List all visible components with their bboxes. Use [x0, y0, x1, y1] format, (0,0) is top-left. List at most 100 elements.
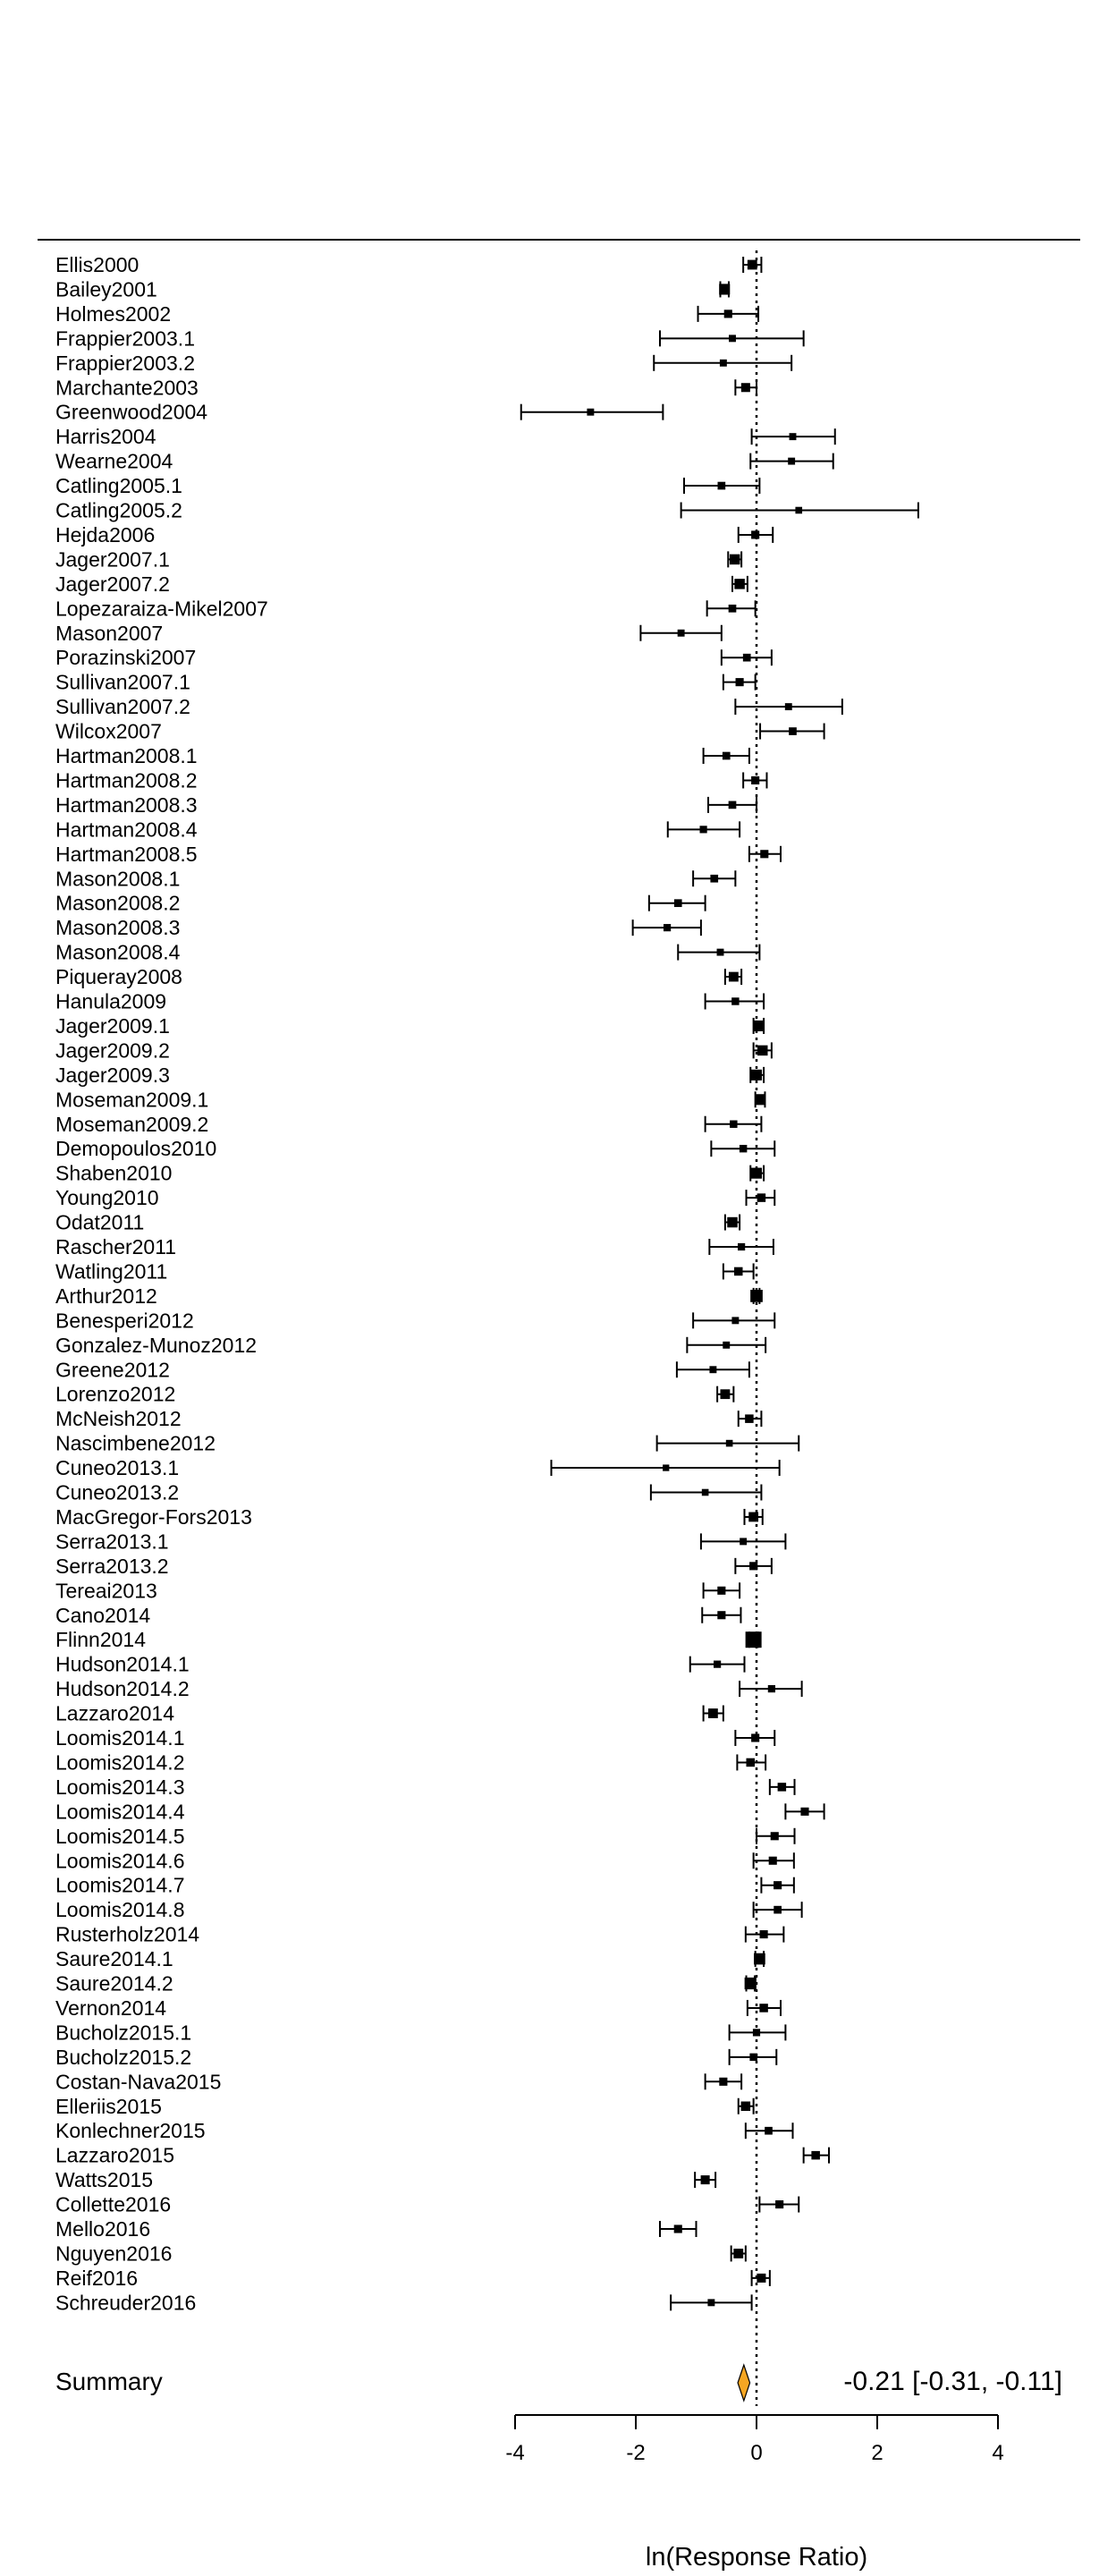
study-label: Flinn2014 [55, 1628, 146, 1651]
study-ci [744, 1926, 785, 1943]
study-label: Loomis2014.7 [55, 1874, 185, 1897]
study-ci [701, 1606, 742, 1623]
study-ci [702, 748, 750, 764]
study-ci [750, 2269, 771, 2286]
study-ci [749, 1066, 765, 1083]
point-estimate [751, 530, 760, 539]
study-ci [760, 1877, 795, 1894]
study-label: Marchante2003 [55, 376, 199, 399]
point-estimate [673, 899, 682, 908]
study-ci [750, 428, 836, 445]
point-estimate [725, 1439, 733, 1447]
study-label: Schreuder2016 [55, 2291, 196, 2314]
study-ci [727, 551, 743, 568]
study-label: Saure2014.2 [55, 1972, 173, 1996]
study-label: Mason2007 [55, 622, 163, 645]
study-ci [697, 305, 760, 322]
point-estimate [727, 1216, 738, 1228]
point-estimate [677, 629, 685, 637]
study-ci [734, 699, 843, 716]
study-ci [670, 2294, 753, 2311]
study-ci [742, 257, 763, 273]
point-estimate [664, 924, 672, 932]
study-ci [768, 1778, 796, 1795]
study-label: Cuneo2013.2 [55, 1481, 179, 1504]
study-label: Loomis2014.8 [55, 1898, 185, 1921]
x-tick-label: -2 [626, 2441, 645, 2465]
study-label: Reif2016 [55, 2267, 138, 2290]
study-label: Ellis2000 [55, 253, 139, 276]
point-estimate [717, 1611, 726, 1620]
point-estimate [729, 554, 740, 565]
study-ci [756, 1827, 796, 1844]
study-label: Cano2014 [55, 1604, 150, 1627]
x-tick-label: -4 [505, 2441, 524, 2465]
point-estimate [740, 1538, 748, 1546]
study-label: Frappier2003.2 [55, 352, 195, 375]
study-label: Lazzaro2014 [55, 1702, 174, 1725]
study-label: Hanula2009 [55, 990, 166, 1013]
study-label: Jager2009.1 [55, 1014, 170, 1038]
study-ci [702, 1582, 741, 1599]
point-estimate [747, 259, 757, 270]
study-ci [736, 1754, 767, 1771]
point-estimate [749, 1562, 758, 1571]
study-ci [749, 1165, 765, 1182]
study-ci [748, 845, 782, 862]
study-label: Bucholz2015.1 [55, 2021, 191, 2044]
point-estimate [774, 1905, 782, 1914]
study-label: Catling2005.2 [55, 499, 182, 522]
study-ci [752, 1042, 773, 1059]
study-ci [647, 894, 706, 911]
study-label: Hudson2014.2 [55, 1677, 190, 1700]
study-ci [680, 502, 919, 519]
point-estimate [750, 1167, 763, 1179]
study-label: Loomis2014.2 [55, 1750, 185, 1774]
study-label: Demopoulos2010 [55, 1137, 216, 1160]
study-ci [750, 1287, 763, 1304]
study-label: Nascimbene2012 [55, 1432, 216, 1455]
study-ci [659, 330, 805, 347]
point-estimate [768, 1856, 777, 1865]
x-tick-label: 0 [750, 2441, 762, 2465]
study-label: Hudson2014.1 [55, 1653, 190, 1676]
point-estimate [800, 1807, 809, 1816]
study-ci [649, 1484, 763, 1501]
study-ci [666, 821, 741, 838]
point-estimate [757, 2273, 766, 2283]
point-estimate [723, 309, 732, 318]
point-estimate [759, 2004, 768, 2012]
study-ci [754, 1951, 765, 1968]
study-label: Hartman2008.5 [55, 843, 198, 866]
study-label: Loomis2014.3 [55, 1775, 185, 1799]
x-tick-label: 2 [871, 2441, 883, 2465]
point-estimate [728, 971, 739, 982]
point-estimate [757, 1193, 766, 1202]
x-tick-label: 4 [992, 2441, 1003, 2465]
point-estimate [722, 751, 731, 760]
point-estimate [752, 2029, 761, 2037]
study-ci [692, 870, 737, 887]
study-label: Gonzalez-Munoz2012 [55, 1334, 257, 1357]
point-estimate [733, 2249, 744, 2258]
study-label: Mello2016 [55, 2217, 150, 2241]
study-marks [520, 257, 919, 2311]
study-label: Elleriis2015 [55, 2095, 162, 2118]
study-ci [689, 1656, 746, 1673]
point-estimate [757, 1045, 768, 1056]
point-estimate [673, 2224, 682, 2233]
study-label: Benesperi2012 [55, 1309, 194, 1332]
study-label: Mason2008.2 [55, 892, 180, 915]
study-label: Jager2009.2 [55, 1038, 170, 1062]
study-ci [704, 1115, 763, 1132]
study-ci [743, 1508, 764, 1525]
study-ci [784, 1803, 825, 1820]
study-ci [728, 2024, 787, 2041]
study-ci [702, 1705, 724, 1722]
point-estimate [700, 2175, 710, 2185]
study-ci [752, 1902, 803, 1919]
study-label: Vernon2014 [55, 1996, 166, 2020]
study-ci [710, 1140, 776, 1157]
point-estimate [752, 1020, 765, 1032]
